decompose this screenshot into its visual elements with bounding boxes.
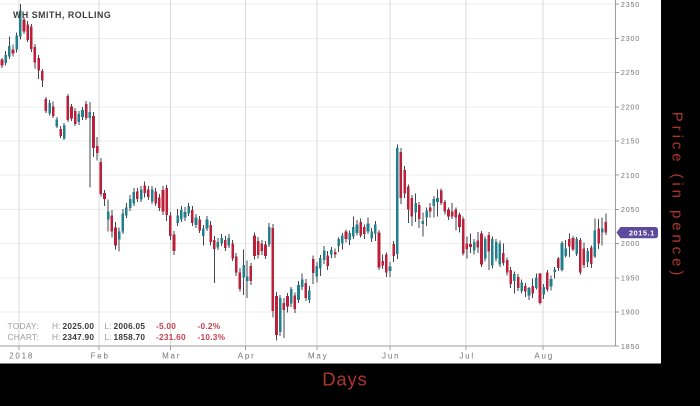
svg-text:WH SMITH, ROLLING: WH SMITH, ROLLING [13, 10, 111, 20]
svg-text:May: May [308, 352, 329, 361]
svg-text:2250: 2250 [621, 68, 640, 77]
svg-text:2015.1: 2015.1 [629, 228, 655, 237]
svg-text:2200: 2200 [621, 102, 640, 111]
svg-text:1900: 1900 [621, 308, 640, 317]
svg-text:Feb: Feb [91, 352, 110, 361]
svg-text:Apr: Apr [238, 352, 256, 361]
svg-text:Mar: Mar [162, 352, 181, 361]
svg-text:Price (in pence): Price (in pence) [669, 112, 686, 279]
svg-text:Jul: Jul [459, 352, 475, 361]
svg-text:1850: 1850 [621, 342, 640, 351]
svg-text:1950: 1950 [621, 273, 640, 282]
svg-text:Aug: Aug [534, 352, 554, 361]
svg-text:Jun: Jun [382, 352, 400, 361]
svg-text:TODAY:H:2025.00L:2006.05-5.00-: TODAY: H: 2025.00 L: 2006.05 -5.00 -0.2% [8, 321, 221, 331]
svg-text:2300: 2300 [621, 34, 640, 43]
svg-text:2018: 2018 [9, 352, 34, 361]
svg-text:2100: 2100 [621, 171, 640, 180]
svg-text:2000: 2000 [621, 239, 640, 248]
svg-text:Days: Days [322, 368, 367, 389]
svg-text:2350: 2350 [621, 0, 640, 9]
svg-text:2150: 2150 [621, 137, 640, 146]
svg-text:2050: 2050 [621, 205, 640, 214]
svg-text:CHART:H:2347.90L:1858.70-231.6: CHART: H: 2347.90 L: 1858.70 -231.60 -10.3% [8, 332, 226, 342]
